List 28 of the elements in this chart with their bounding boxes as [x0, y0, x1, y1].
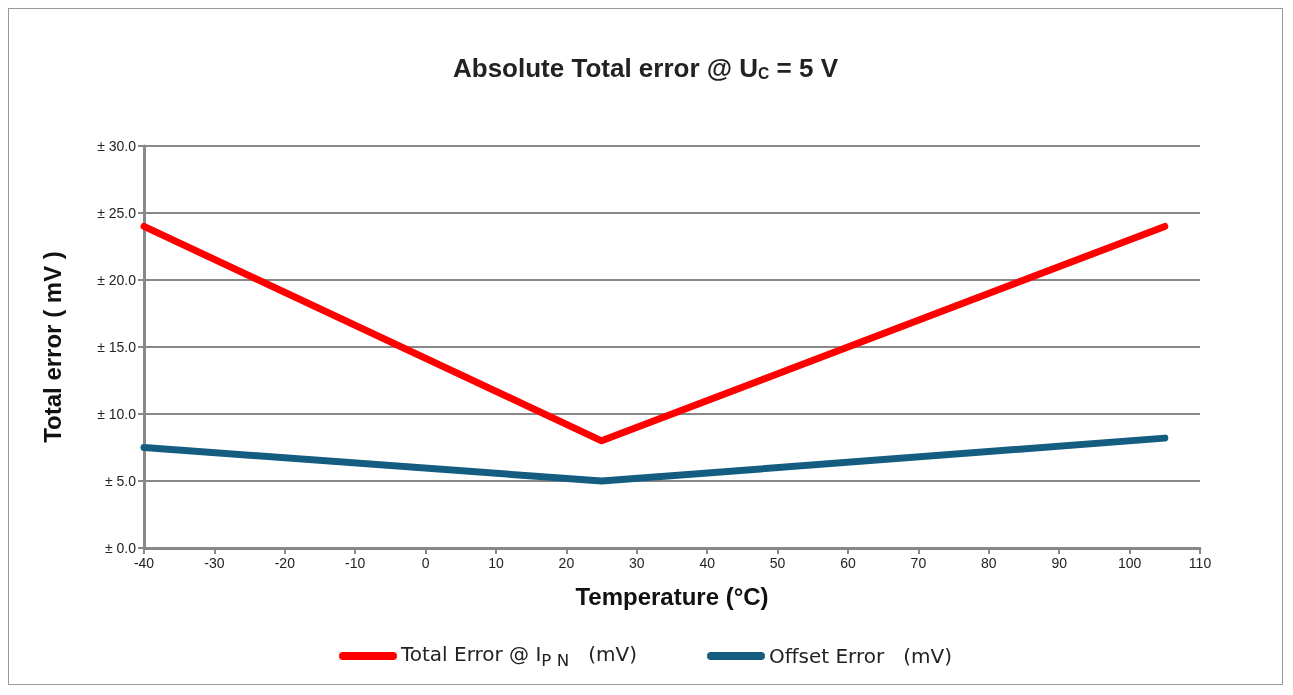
- legend-label: Offset Error (mV): [769, 644, 953, 668]
- x-tick-label: 70: [910, 555, 927, 571]
- x-tick-label: 30: [629, 555, 645, 571]
- x-tick-label: 50: [769, 555, 786, 571]
- x-tick-label: 0: [421, 555, 430, 571]
- x-tick-label: 40: [699, 555, 716, 571]
- x-tick-label: 80: [981, 555, 997, 571]
- x-tick-label: -10: [345, 555, 366, 571]
- y-tick-label: ± 5.0: [104, 473, 137, 489]
- y-tick-label: ± 0.0: [104, 540, 137, 556]
- x-tick-label: 10: [488, 555, 504, 571]
- x-tick-label: 90: [1051, 555, 1068, 571]
- legend-label: Total Error @ I$_{P N}$ (mV): [400, 642, 638, 670]
- x-tick-label: 110: [1188, 555, 1212, 571]
- x-tick-label: 20: [558, 555, 575, 571]
- x-tick-label: -20: [274, 555, 296, 571]
- y-tick-label: ± 10.0: [97, 406, 137, 422]
- x-tick-label: 60: [840, 555, 856, 571]
- chart-title: Absolute Total error @ UC = 5 V: [452, 52, 839, 83]
- y-tick-label: ± 25.0: [97, 205, 137, 221]
- y-tick-label: ± 30.0: [97, 138, 137, 154]
- x-tick-label: -40: [133, 555, 155, 571]
- x-tick-label: 100: [1117, 555, 1142, 571]
- y-tick-label: ± 20.0: [97, 272, 137, 288]
- x-tick-label: -30: [204, 555, 225, 571]
- y-axis-title: Total error ( mV ): [38, 251, 66, 443]
- x-axis-title: Temperature (°C): [575, 582, 769, 610]
- y-tick-label: ± 15.0: [97, 339, 137, 355]
